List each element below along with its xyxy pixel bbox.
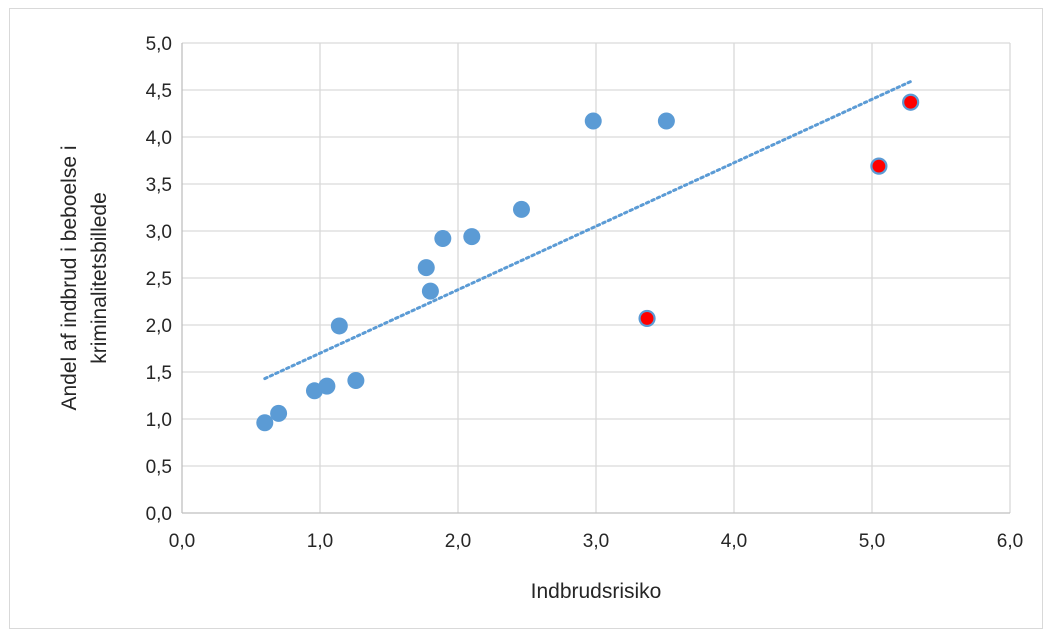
data-point (318, 377, 336, 395)
y-tick-label: 0,5 (146, 457, 172, 478)
trendline-path (263, 80, 913, 381)
x-tick-label: 3,0 (583, 531, 609, 552)
y-tick-label: 5,0 (146, 34, 172, 55)
x-tick-label: 0,0 (169, 531, 195, 552)
data-point (463, 228, 481, 246)
y-tick-label: 4,0 (146, 128, 172, 149)
data-point (421, 282, 439, 300)
tick-labels: 0,0 1,0 2,0 3,0 4,0 5,0 6,0 0,0 0,5 1,0 1,5 2,0 2,5 3… (146, 34, 1024, 552)
data-point (657, 112, 675, 130)
data-point (417, 259, 435, 277)
y-tick-label: 1,5 (146, 363, 172, 384)
highlighted-data-point (870, 157, 888, 175)
y-tick-label: 4,5 (146, 81, 172, 102)
highlighted-data-point (638, 309, 656, 328)
y-tick-label: 1,0 (146, 410, 172, 431)
y-axis-title-line-2: kriminalitetsbillede (88, 192, 111, 364)
y-tick-label: 2,0 (146, 316, 172, 337)
data-points (256, 93, 920, 432)
x-tick-label: 5,0 (859, 531, 885, 552)
chart-frame: 0,0 1,0 2,0 3,0 4,0 5,0 6,0 0,0 0,5 1,0 1,5 2,0 2,5 3… (9, 8, 1043, 629)
y-tick-label: 3,0 (146, 222, 172, 243)
x-tick-label: 2,0 (445, 531, 471, 552)
x-tick-label: 4,0 (721, 531, 747, 552)
highlighted-data-point (902, 93, 920, 111)
y-axis-title: Andel af indbrud i beboelse i kriminalit… (58, 145, 111, 410)
data-point (256, 414, 274, 432)
data-point (512, 200, 530, 218)
grid-lines (182, 42, 1011, 513)
y-tick-label: 3,5 (146, 175, 172, 196)
x-tick-label: 6,0 (997, 531, 1023, 552)
x-axis-title: Indbrudsrisiko (531, 580, 662, 603)
y-axis-title-line-1: Andel af indbrud i beboelse i (58, 145, 81, 410)
x-tick-label: 1,0 (307, 531, 333, 552)
trendline (263, 80, 913, 381)
data-point (347, 371, 365, 389)
axes (181, 43, 1010, 514)
data-point (434, 230, 452, 248)
data-point (270, 404, 288, 422)
y-tick-label: 2,5 (146, 269, 172, 290)
data-point (330, 317, 348, 335)
scatter-chart: 0,0 1,0 2,0 3,0 4,0 5,0 6,0 0,0 0,5 1,0 1,5 2,0 2,5 3… (58, 34, 1024, 603)
data-point (584, 112, 602, 130)
y-tick-label: 0,0 (146, 504, 172, 525)
